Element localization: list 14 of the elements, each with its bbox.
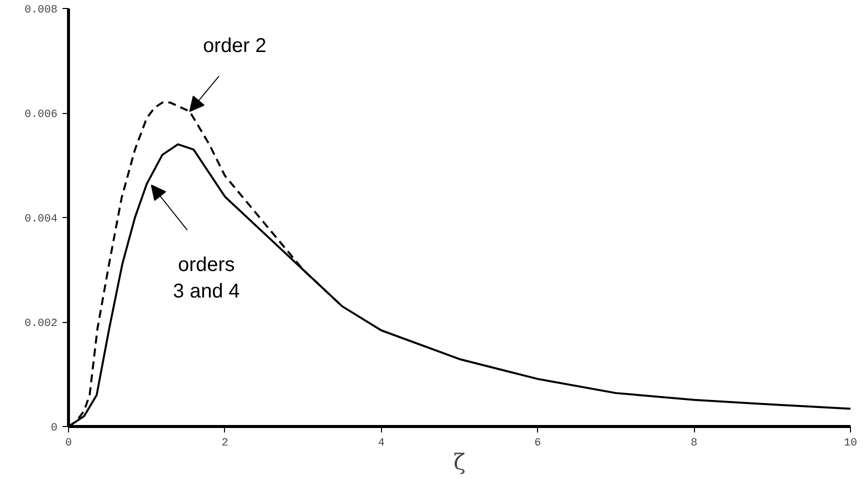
x-tick-label: 8 (690, 438, 698, 450)
y-tick-label: 0.008 (24, 4, 58, 16)
y-tick-label: 0.004 (24, 214, 58, 226)
annotation: orders 3 and 4 (173, 254, 240, 303)
annotation: order 2 (203, 35, 266, 58)
x-axis-title: ζ (454, 450, 466, 476)
x-tick-label: 10 (844, 438, 858, 450)
x-tick-label: 2 (222, 438, 228, 450)
y-tick-label: 0.002 (24, 318, 58, 330)
x-tick-label: 6 (534, 438, 542, 450)
x-tick-label: 0 (65, 438, 72, 450)
y-tick-label: 0 (50, 422, 58, 434)
x-tick-label: 4 (378, 438, 385, 450)
y-tick-label: 0.006 (24, 109, 58, 121)
